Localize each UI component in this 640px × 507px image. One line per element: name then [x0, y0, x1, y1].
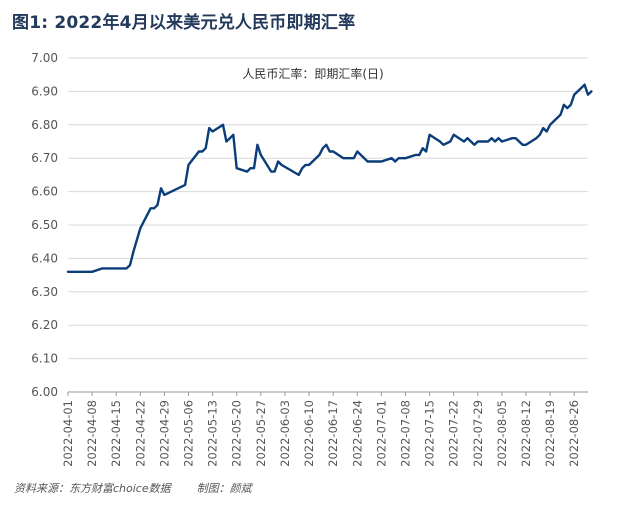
- x-tick-label: 2022-05-27: [254, 400, 268, 467]
- y-tick-label: 6.40: [31, 251, 58, 265]
- series-line: [66, 83, 593, 273]
- y-tick-label: 6.20: [31, 318, 58, 332]
- y-tick-label: 6.60: [31, 185, 58, 199]
- x-tick-label: 2022-07-01: [374, 400, 388, 467]
- x-tick-label: 2022-06-10: [302, 400, 316, 467]
- x-tick-label: 2022-08-05: [495, 400, 509, 467]
- y-tick-label: 6.50: [31, 218, 58, 232]
- x-tick-label: 2022-07-15: [423, 400, 437, 467]
- x-tick-label: 2022-04-22: [133, 400, 147, 467]
- source-text: 资料来源：东方财富choice数据: [14, 482, 171, 495]
- y-tick-label: 6.00: [31, 385, 58, 399]
- x-tick-label: 2022-06-17: [326, 400, 340, 467]
- author-text: 制图：颜斌: [196, 482, 252, 495]
- x-tick-label: 2022-07-29: [471, 400, 485, 467]
- y-tick-label: 6.30: [31, 285, 58, 299]
- y-tick-label: 6.80: [31, 118, 58, 132]
- y-tick-label: 6.90: [31, 84, 58, 98]
- x-tick-label: 2022-04-01: [61, 400, 75, 467]
- x-tick-label: 2022-05-06: [182, 400, 196, 467]
- x-tick-label: 2022-08-19: [543, 400, 557, 467]
- x-tick-label: 2022-07-22: [447, 400, 461, 467]
- y-tick-label: 6.70: [31, 151, 58, 165]
- x-tick-label: 2022-05-20: [230, 400, 244, 467]
- y-tick-label: 7.00: [31, 51, 58, 65]
- x-tick-label: 2022-07-08: [398, 400, 412, 467]
- legend-label: 人民币汇率：即期汇率(日): [242, 66, 383, 81]
- x-tick-label: 2022-04-15: [109, 400, 123, 467]
- x-tick-label: 2022-08-12: [519, 400, 533, 467]
- y-tick-label: 6.10: [31, 352, 58, 366]
- x-tick-label: 2022-04-08: [85, 400, 99, 467]
- x-tick-label: 2022-08-26: [567, 400, 581, 467]
- source-note: 资料来源：东方财富choice数据 制图：颜斌: [14, 480, 252, 496]
- x-tick-label: 2022-04-29: [157, 400, 171, 467]
- x-tick-label: 2022-05-13: [206, 400, 220, 467]
- x-tick-label: 2022-06-24: [350, 400, 364, 467]
- figure-title: 图1: 2022年4月以来美元兑人民币即期汇率: [12, 13, 356, 33]
- x-tick-label: 2022-06-03: [278, 400, 292, 467]
